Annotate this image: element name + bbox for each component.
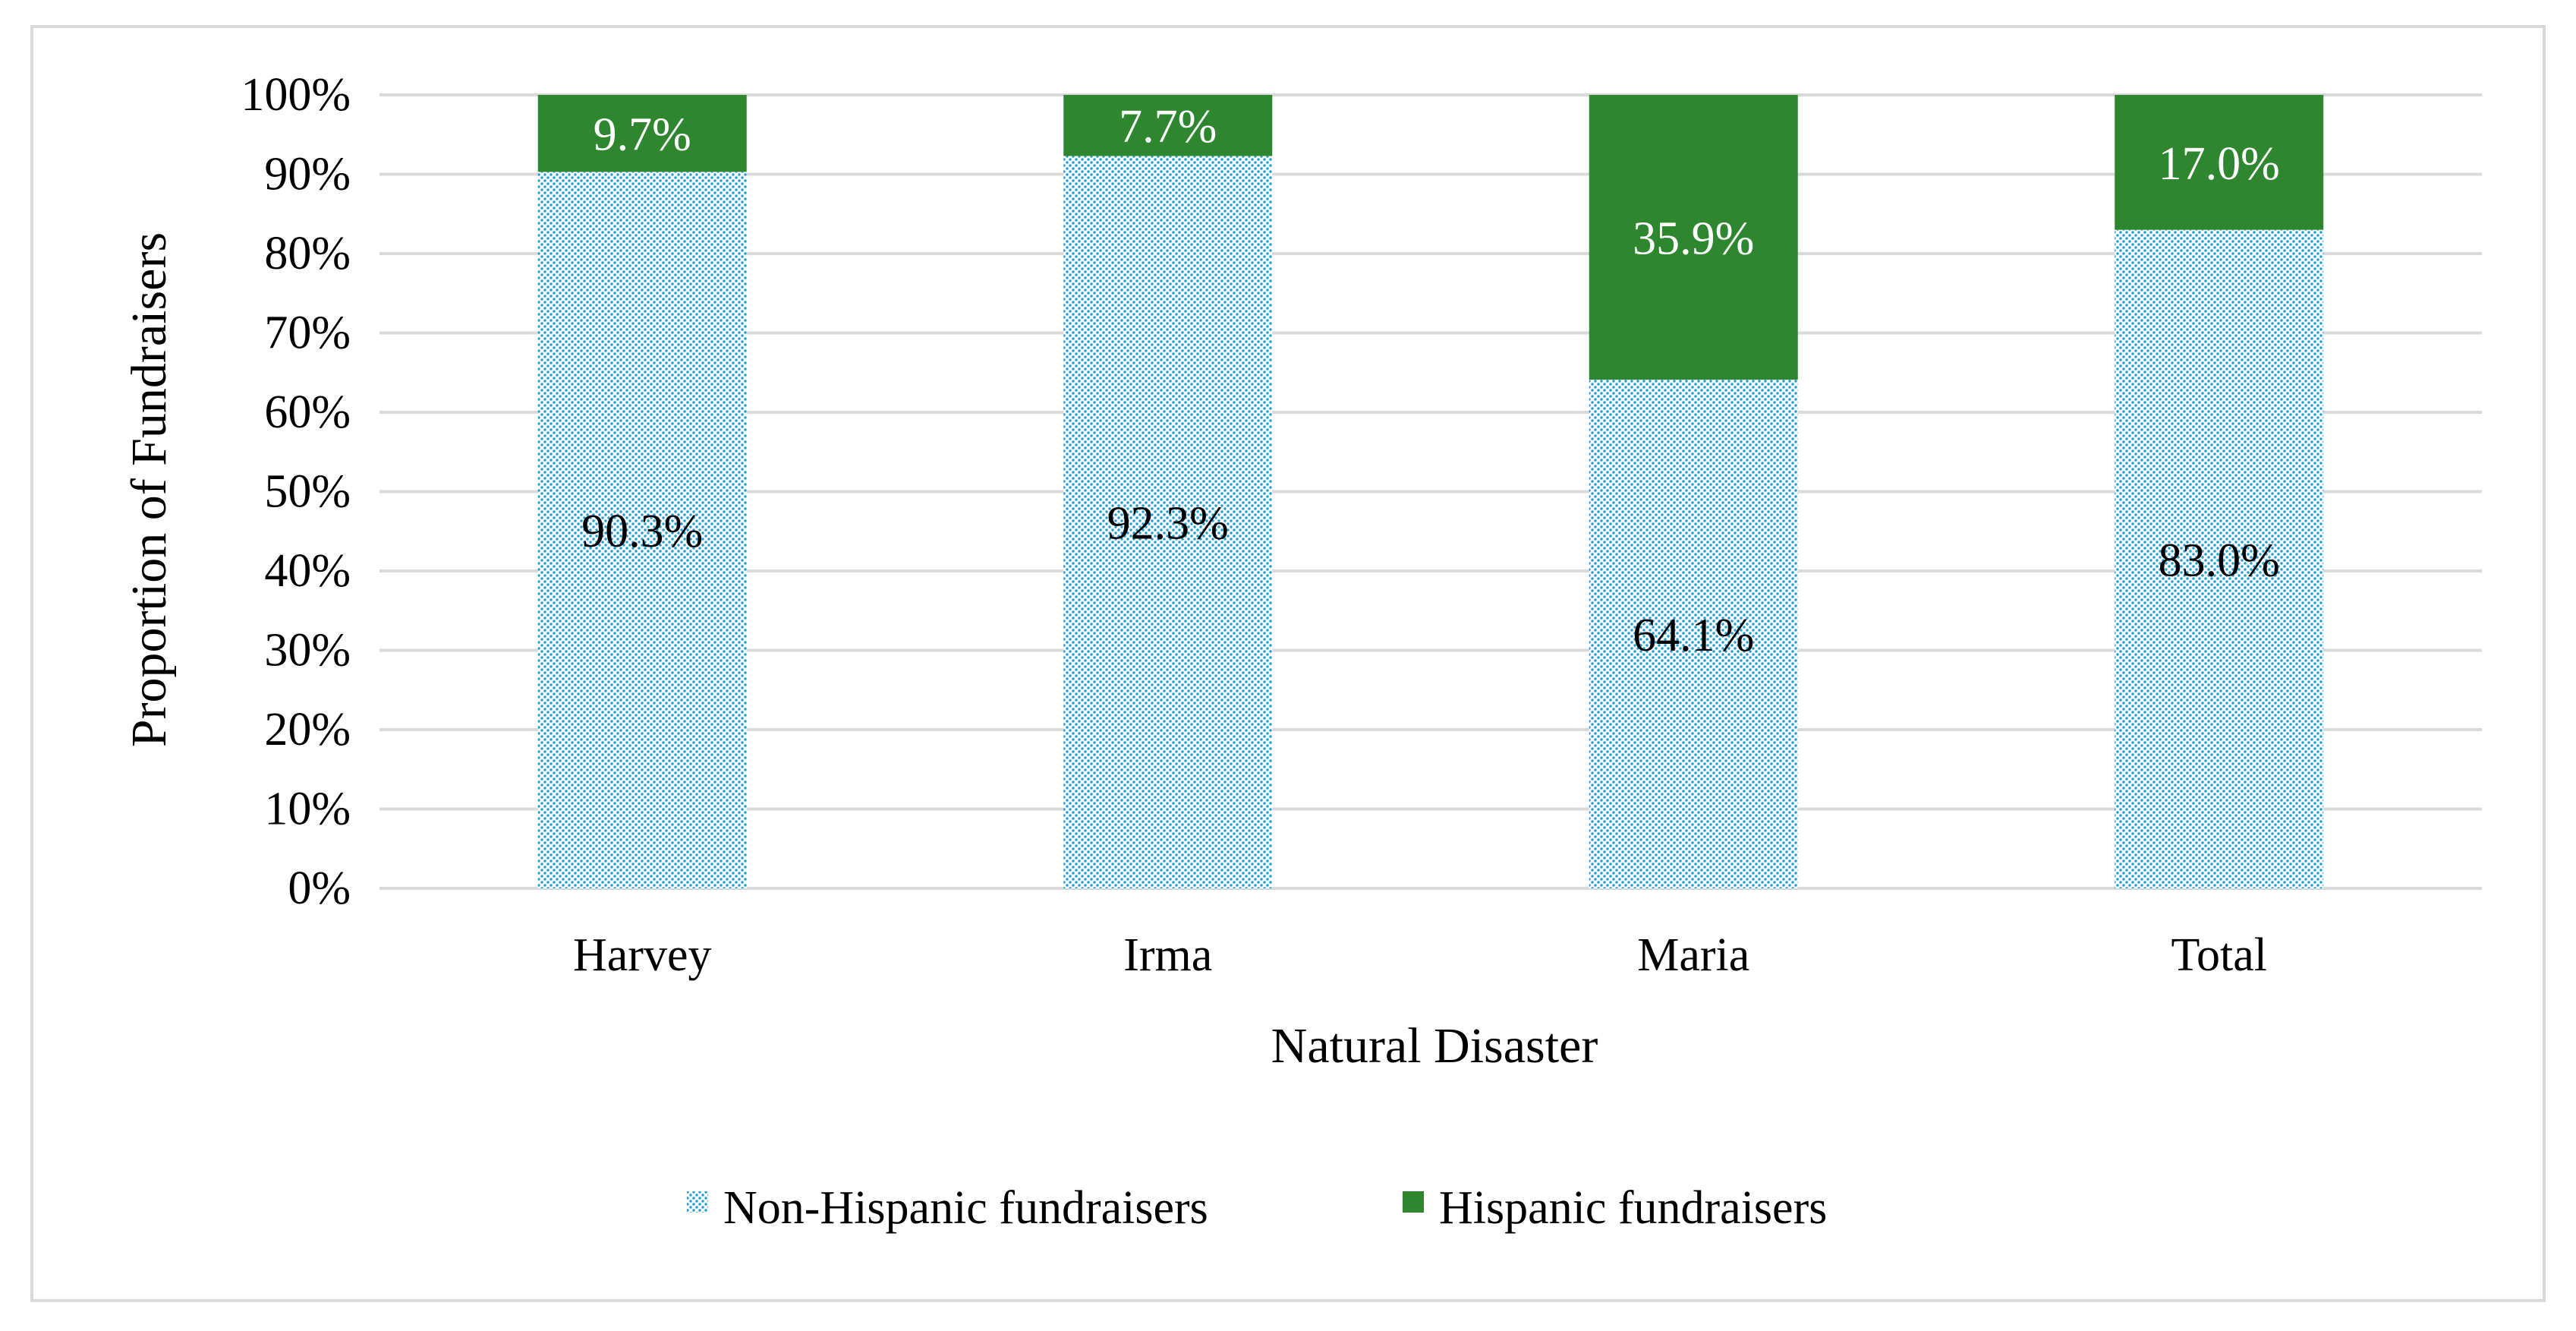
data-label-hispanic: 17.0% xyxy=(2159,138,2280,190)
y-axis-tick-labels: 0% 10% 20% 30% 40% 50% 60% 70% 80% 90% 100% xyxy=(241,69,351,914)
data-label-hispanic: 35.9% xyxy=(1633,213,1754,265)
x-tick-label-total: Total xyxy=(2171,929,2267,981)
y-axis-title: Proportion of Fundraisers xyxy=(121,232,177,747)
legend-label-non-hispanic: Non-Hispanic fundraisers xyxy=(723,1182,1208,1234)
bar-hispanic-total xyxy=(2115,95,2324,230)
bar-non-hispanic-maria xyxy=(1589,380,1798,888)
bar-non-hispanic-irma xyxy=(1063,156,1273,889)
y-tick-label: 0% xyxy=(288,863,351,914)
x-tick-label-harvey: Harvey xyxy=(573,929,711,981)
x-axis-tick-labels: Harvey Irma Maria Total xyxy=(573,929,2267,981)
data-label-non-hispanic: 83.0% xyxy=(2159,535,2280,586)
x-tick-label-maria: Maria xyxy=(1637,929,1749,981)
legend: Non-Hispanic fundraisers Hispanic fundra… xyxy=(687,1182,1827,1234)
bar-hispanic-maria xyxy=(1589,95,1798,380)
y-tick-label: 10% xyxy=(264,784,351,835)
y-tick-label: 70% xyxy=(264,308,351,359)
x-axis-title: Natural Disaster xyxy=(1271,1018,1598,1074)
x-tick-label-irma: Irma xyxy=(1123,929,1212,981)
y-tick-label: 50% xyxy=(264,466,351,518)
data-label-hispanic: 9.7% xyxy=(594,109,691,161)
y-tick-label: 20% xyxy=(264,704,351,755)
legend-swatch-non-hispanic xyxy=(687,1191,708,1213)
y-tick-label: 80% xyxy=(264,228,351,279)
y-tick-label: 30% xyxy=(264,625,351,677)
data-label-non-hispanic: 64.1% xyxy=(1633,610,1754,661)
bars xyxy=(537,95,2324,889)
data-label-non-hispanic: 90.3% xyxy=(581,506,703,557)
bar-non-hispanic-total xyxy=(2115,229,2324,888)
data-label-hispanic: 7.7% xyxy=(1119,101,1217,153)
y-tick-label: 100% xyxy=(241,69,351,121)
data-label-non-hispanic: 92.3% xyxy=(1107,498,1229,550)
y-tick-label: 60% xyxy=(264,386,351,438)
data-labels: 90.3% 9.7% 92.3% 7.7% 64.1% 35.9% 83.0% 17.0% xyxy=(581,101,2280,661)
legend-swatch-hispanic xyxy=(1403,1191,1424,1213)
bar-hispanic-irma xyxy=(1063,95,1273,156)
y-tick-label: 40% xyxy=(264,545,351,597)
legend-label-hispanic: Hispanic fundraisers xyxy=(1439,1182,1827,1234)
bar-non-hispanic-harvey xyxy=(537,172,747,889)
y-tick-label: 90% xyxy=(264,149,351,200)
bar-hispanic-harvey xyxy=(537,95,747,172)
